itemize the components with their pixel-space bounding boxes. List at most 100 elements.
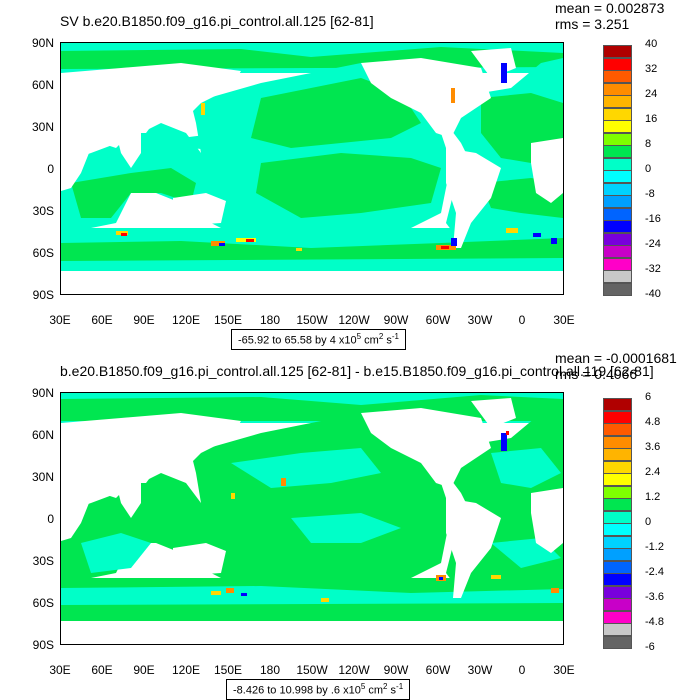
colorbar-tick-label: 8	[645, 138, 652, 150]
lon-tick: 150W	[296, 663, 328, 677]
colorbar-tick-label: 32	[645, 63, 658, 75]
lon-tick: 150W	[296, 313, 328, 327]
lon-tick: 30E	[49, 313, 71, 327]
lon-tick: 90W	[383, 663, 409, 677]
colorbar-tick-label: -3.6	[645, 591, 664, 603]
lon-tick: 150E	[213, 663, 243, 677]
colorbar-tick-label: 0	[645, 163, 652, 175]
lat-tick: 0	[47, 162, 54, 176]
colorbar-swatch	[603, 57, 632, 71]
lat-tick: 90S	[32, 288, 54, 302]
colorbar-tick-label: 6	[645, 391, 652, 403]
lon-tick: 120E	[171, 313, 201, 327]
panel-title: b.e20.B1850.f09_g16.pi_control.all.125 […	[60, 363, 654, 379]
colorbar-swatch	[603, 170, 632, 183]
lat-tick: 30N	[31, 120, 54, 134]
colorbar-swatch	[603, 45, 632, 58]
colorbar-swatch	[603, 82, 632, 96]
lon-tick: 180	[259, 313, 281, 327]
lat-tick: 60S	[32, 246, 54, 260]
colorbar-swatch	[603, 585, 632, 599]
hotspot-marks	[211, 431, 559, 602]
colorbar-swatch	[603, 423, 632, 436]
colorbar-tick-label: 3.6	[645, 441, 661, 453]
top-panel: SV b.e20.B1850.f09_g16.pi_control.all.12…	[31, 0, 665, 350]
lon-tick: 60E	[91, 663, 113, 677]
lon-tick: 30E	[553, 313, 575, 327]
lat-tick: 60N	[31, 78, 54, 92]
colorbar-swatch	[603, 473, 632, 486]
colorbar-swatch	[603, 598, 632, 611]
colorbar-tick-label: -2.4	[645, 566, 664, 578]
lat-tick: 30S	[32, 554, 54, 568]
colorbar-swatch	[603, 195, 632, 208]
colorbar-swatch	[603, 498, 632, 511]
lat-tick: 90S	[32, 638, 54, 652]
colorbar-tick-label: 16	[645, 113, 658, 125]
lon-tick: 120E	[171, 663, 201, 677]
lat-tick: 60N	[31, 428, 54, 442]
colorbar-swatch	[603, 70, 632, 83]
colorbar-tick-label: -6	[645, 641, 655, 653]
lon-tick: 120W	[338, 663, 370, 677]
lon-tick: 0	[518, 663, 526, 677]
colorbar-tick-label: 24	[645, 88, 658, 100]
colorbar-swatch	[603, 548, 632, 561]
colorbar-swatch	[603, 132, 632, 146]
colorbar-swatch	[603, 182, 632, 196]
colorbar-swatch	[603, 523, 632, 536]
lon-tick: 30E	[49, 663, 71, 677]
colorbar-tick-label: -32	[645, 263, 661, 275]
rms-value: rms = 3.251	[555, 16, 630, 32]
rms-value: rms = 0.4066	[555, 366, 638, 382]
land-mask	[61, 48, 563, 294]
contour-info: -65.92 to 65.58 by 4 x105 cm2 s-1	[231, 329, 406, 350]
lon-tick: 30W	[467, 663, 493, 677]
colorbar-swatch	[603, 145, 632, 158]
colorbar-swatch	[603, 623, 632, 636]
colorbar-swatch	[603, 460, 632, 474]
colorbar-swatch	[603, 635, 632, 649]
colorbar-swatch	[603, 398, 632, 411]
lat-tick: 90N	[31, 36, 54, 50]
panel-title: SV b.e20.B1850.f09_g16.pi_control.all.12…	[60, 13, 374, 29]
lon-tick: 0	[518, 313, 526, 327]
map-plot	[60, 392, 564, 645]
colorbar-swatch	[603, 232, 632, 246]
colorbar-tick-label: 2.4	[645, 466, 661, 478]
colorbar-swatch	[603, 435, 632, 449]
lon-tick: 120W	[338, 313, 370, 327]
lat-tick: 0	[47, 512, 54, 526]
colorbar-tick-label: 0	[645, 516, 652, 528]
colorbar-swatch	[603, 573, 632, 586]
lat-tick: 30N	[31, 470, 54, 484]
lon-tick: 150E	[213, 313, 243, 327]
colorbar-swatch	[603, 245, 632, 258]
colorbar-swatch	[603, 282, 632, 296]
lon-tick: 90E	[133, 313, 155, 327]
colorbar-swatch	[603, 157, 632, 171]
colorbar-swatch	[603, 95, 632, 108]
lon-tick: 90E	[133, 663, 155, 677]
colorbar-swatch	[603, 448, 632, 461]
lat-tick: 60S	[32, 596, 54, 610]
lon-tick: 60E	[91, 313, 113, 327]
colorbar-swatch	[603, 220, 632, 233]
colorbar-tick-label: -40	[645, 288, 661, 300]
mean-value: mean = 0.002873	[555, 0, 665, 16]
contour-info: -8.426 to 10.998 by .6 x105 cm2 s-1	[226, 679, 411, 700]
colorbar-swatch	[603, 410, 632, 424]
colorbar-tick-label: -16	[645, 213, 661, 225]
colorbar-tick-label: -1.2	[645, 541, 664, 553]
hotspot-marks	[116, 63, 557, 251]
colorbar-tick-label: 40	[645, 38, 658, 50]
map-plot	[60, 42, 564, 295]
lon-tick: 60W	[425, 313, 451, 327]
mean-value: mean = -0.0001681	[555, 350, 677, 366]
lon-tick: 90W	[383, 313, 409, 327]
colorbar-swatch	[603, 120, 632, 133]
colorbar-swatch	[603, 535, 632, 549]
lat-tick: 90N	[31, 386, 54, 400]
lon-tick: 30W	[467, 313, 493, 327]
colorbar-tick-label: -4.8	[645, 616, 664, 628]
